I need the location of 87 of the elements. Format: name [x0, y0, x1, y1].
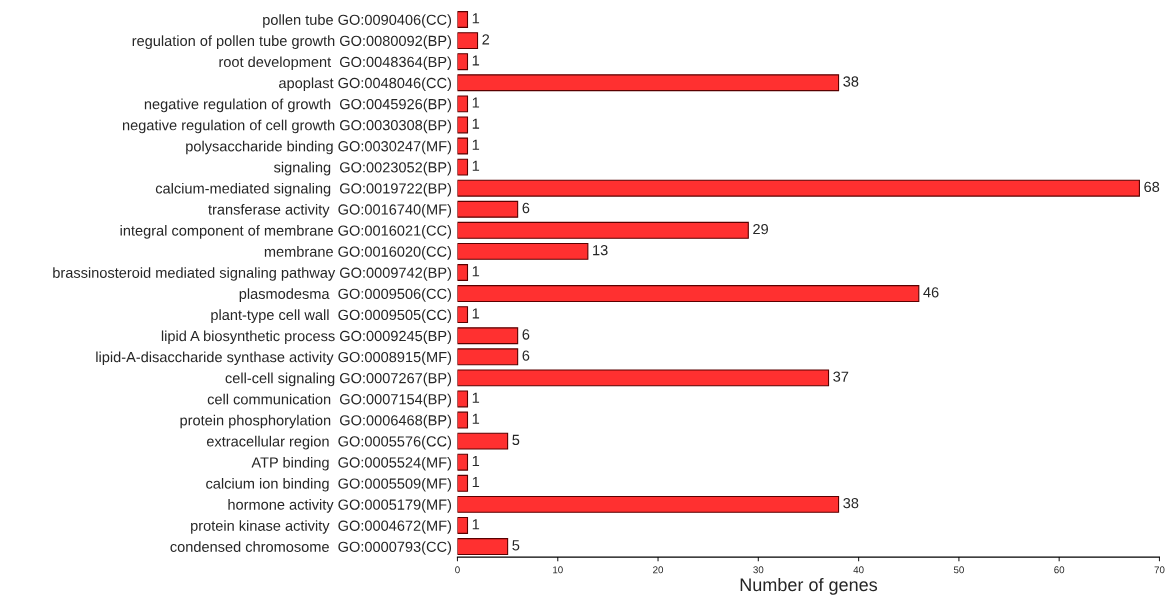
data-label: 6: [522, 329, 530, 340]
bar: [457, 369, 830, 387]
data-label: 1: [472, 519, 480, 530]
data-label: 1: [472, 266, 480, 277]
x-tick-label: 30: [753, 566, 764, 574]
y-tick-label: calcium ion binding GO:0005509(MF): [206, 478, 452, 492]
bar: [457, 137, 469, 155]
y-tick-label: lipid A biosynthetic process GO:0009245(BP): [161, 330, 452, 345]
data-label: 38: [843, 497, 859, 509]
bar: [457, 158, 469, 176]
y-tick-label: lipid-A-disaccharide synthase activity GO:0008915(MF): [96, 351, 452, 366]
y-tick-label: pollen tube GO:0090406(CC): [263, 14, 452, 28]
bar: [457, 432, 509, 450]
bar: [457, 53, 469, 71]
bar: [457, 285, 920, 303]
bar: [457, 306, 469, 324]
y-tick-label: hormone activity GO:0005179(MF): [228, 499, 452, 513]
data-label: 6: [522, 350, 530, 361]
data-label: 1: [472, 139, 480, 150]
x-tick-label: 0: [455, 566, 460, 574]
bar: [457, 74, 840, 92]
x-axis-title: Number of genes: [740, 577, 878, 595]
bar: [457, 495, 840, 513]
data-label: 29: [753, 223, 768, 235]
y-tick-label: root development GO:0048364(BP): [219, 56, 452, 70]
data-label: 1: [472, 13, 480, 24]
data-label: 37: [833, 371, 849, 382]
y-tick-label: extracellular region GO:0005576(CC): [206, 435, 452, 450]
data-label: 1: [472, 392, 480, 403]
bar: [457, 348, 519, 366]
bar: [457, 453, 469, 471]
bar: [457, 474, 469, 492]
x-tick-label: 20: [653, 566, 664, 574]
x-tick-label: 40: [853, 566, 864, 574]
x-tick-label: 10: [553, 566, 563, 574]
y-tick-label: plasmodesma GO:0009506(CC): [239, 288, 452, 302]
y-tick-label: protein kinase activity GO:0004672(MF): [191, 520, 452, 534]
bar: [457, 390, 469, 408]
data-label: 1: [472, 308, 480, 319]
y-tick-label: negative regulation of cell growth GO:0030308(BP): [122, 119, 452, 134]
y-tick-label: cell communication GO:0007154(BP): [207, 393, 452, 408]
data-label: 1: [472, 97, 480, 108]
data-label: 1: [472, 413, 480, 424]
data-label: 6: [522, 202, 530, 214]
bar: [457, 200, 519, 218]
data-label: 5: [512, 434, 520, 446]
data-label: 1: [472, 160, 480, 171]
bar: [457, 538, 509, 555]
y-tick-label: integral component of membrane GO:0016021(CC): [120, 225, 452, 239]
y-tick-label: membrane GO:0016020(CC): [264, 246, 452, 260]
x-tick-label: 60: [1054, 566, 1065, 574]
y-tick-label: ATP binding GO:0005524(MF): [251, 456, 452, 471]
bar: [457, 516, 469, 534]
data-label: 38: [843, 76, 859, 87]
y-tick-label: negative regulation of growth GO:0045926(BP): [144, 98, 452, 113]
y-tick-label: transferase activity GO:0016740(MF): [208, 203, 452, 218]
data-label: 46: [923, 287, 939, 298]
data-label: 1: [472, 477, 480, 488]
y-tick-label: regulation of pollen tube growth GO:0080092(BP): [132, 35, 452, 49]
bar: [457, 327, 519, 345]
bar: [457, 221, 749, 239]
y-tick-label: brassinosteroid mediated signaling pathway GO:0009742(BP): [53, 267, 452, 281]
data-label: 68: [1144, 181, 1160, 193]
x-tick-label: 70: [1154, 566, 1165, 574]
data-label: 1: [472, 55, 480, 66]
y-tick-label: protein phosphorylation GO:0006468(BP): [180, 414, 452, 429]
bar: [457, 32, 479, 50]
data-label: 2: [482, 34, 490, 45]
y-tick-label: plant-type cell wall GO:0009505(CC): [211, 309, 452, 323]
x-tick-label: 50: [953, 566, 964, 574]
y-tick-label: signaling GO:0023052(BP): [273, 161, 452, 176]
y-tick-label: condensed chromosome GO:0000793(CC): [170, 541, 452, 555]
bar: [457, 242, 589, 260]
y-tick-label: calcium-mediated signaling GO:0019722(BP): [155, 182, 452, 197]
bar: [457, 95, 469, 113]
data-label: 1: [472, 455, 480, 466]
y-tick-label: apoplast GO:0048046(CC): [279, 77, 452, 92]
bar: [457, 116, 469, 134]
bar: [457, 179, 1140, 197]
y-tick-label: polysaccharide binding GO:0030247(MF): [186, 140, 452, 155]
data-label: 13: [593, 245, 608, 256]
bar: [457, 264, 469, 281]
data-label: 1: [472, 118, 480, 129]
data-label: 5: [512, 540, 520, 551]
bar: [457, 411, 469, 429]
y-tick-label: cell-cell signaling GO:0007267(BP): [225, 372, 452, 387]
bar: [457, 11, 469, 28]
